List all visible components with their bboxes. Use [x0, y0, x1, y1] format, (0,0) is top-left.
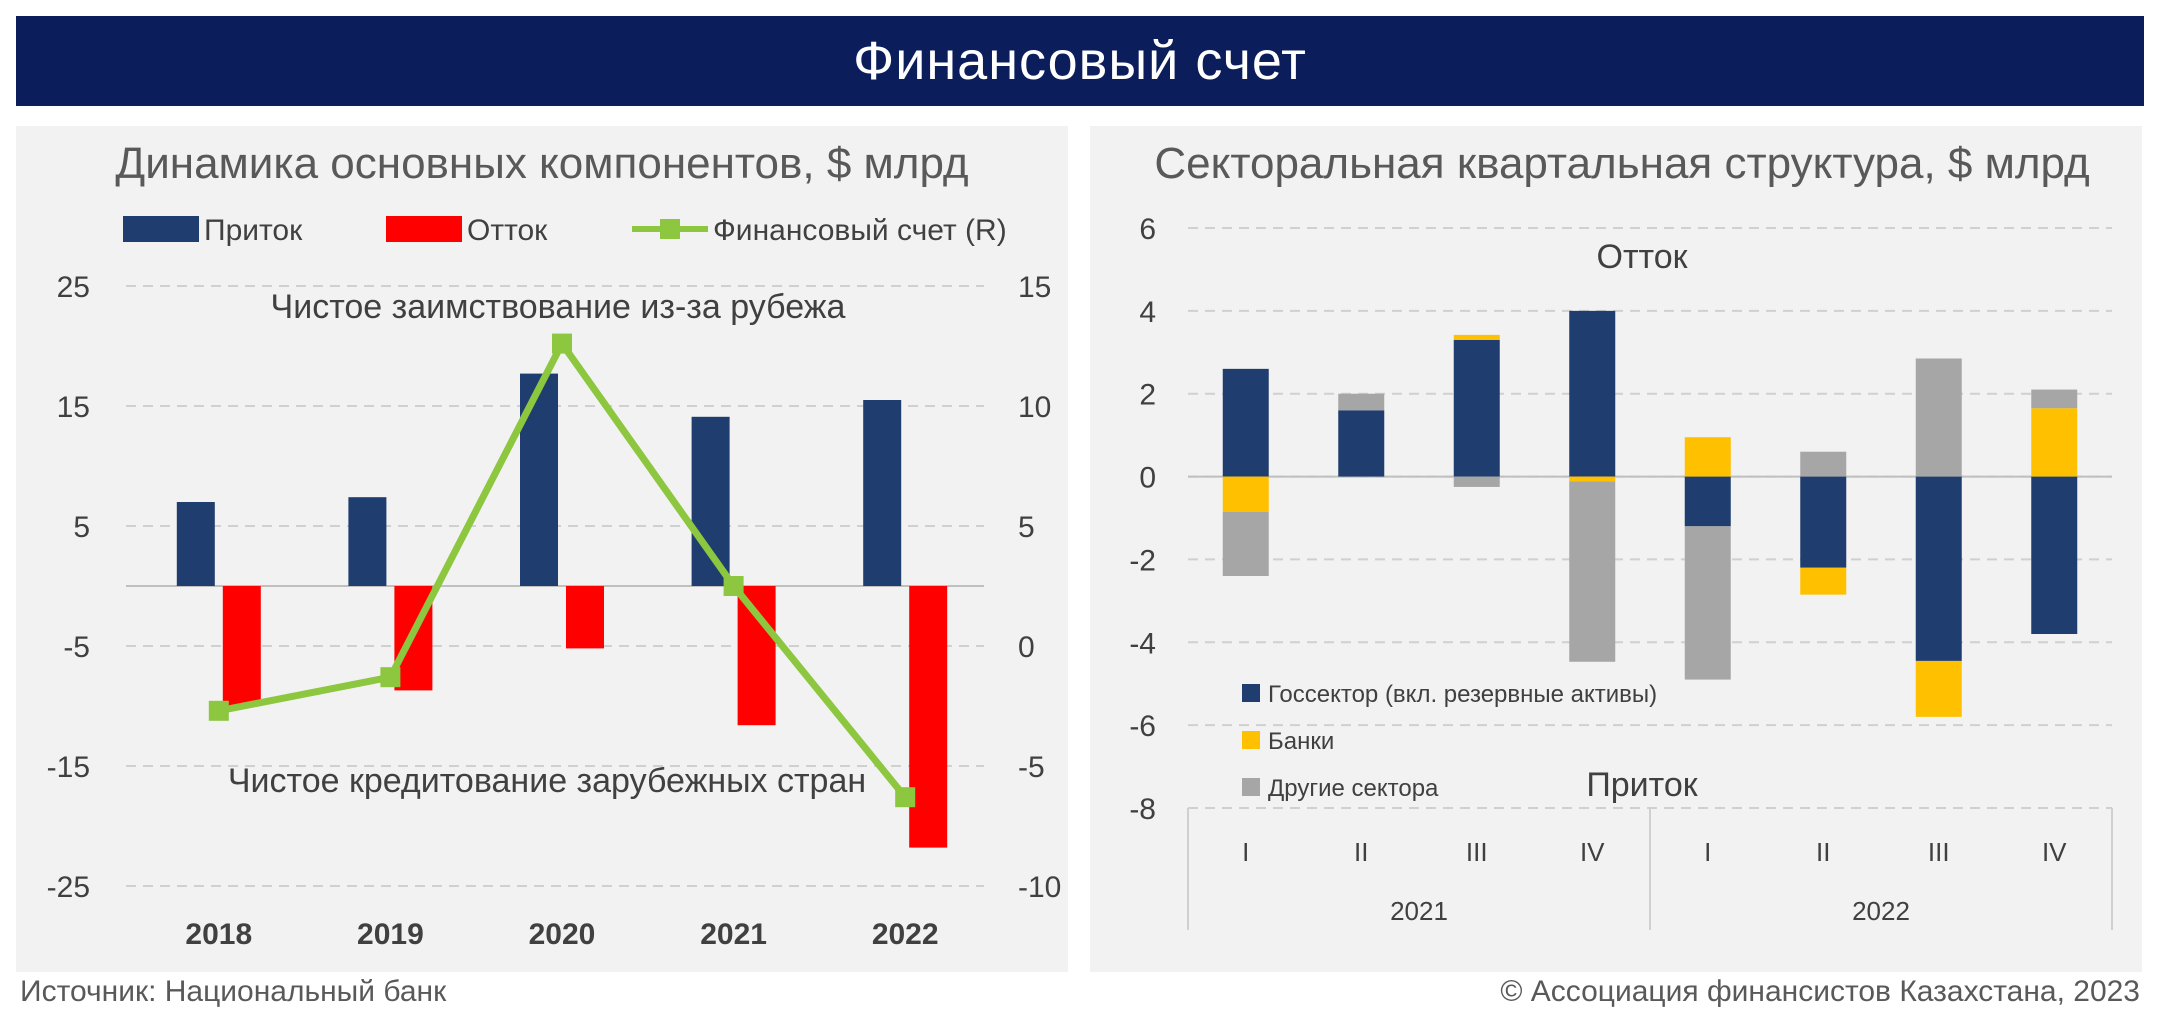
y-tick-right: 5: [1018, 511, 1035, 544]
legend-label-banks: Банки: [1268, 728, 1334, 755]
bar-government: [1684, 476, 1731, 527]
bar-banks: [1569, 476, 1616, 482]
x-tick-quarter: I: [1704, 837, 1711, 867]
bar-government: [2031, 476, 2078, 634]
components-chart: Динамика основных компонентов, $ млрд Пр…: [47, 139, 1062, 951]
page-title: Финансовый счет: [853, 31, 1307, 91]
y-tick: 0: [1139, 462, 1156, 495]
legend-swatch-government: [1242, 684, 1260, 702]
sector-structure-chart: Секторальная квартальная структура, $ мл…: [1129, 139, 2113, 930]
legend-label-outflow: Отток: [467, 214, 548, 247]
bar-government: [1453, 339, 1500, 477]
y-tick-left: 25: [57, 271, 90, 304]
bar-banks: [2031, 408, 2078, 477]
y-tick-right: 10: [1018, 391, 1051, 424]
y-tick: -4: [1129, 627, 1156, 660]
annotation-net-borrowing: Чистое заимствование из-за рубежа: [271, 288, 846, 326]
x-tick-label: 2019: [357, 918, 424, 951]
bar-other-sectors: [1453, 476, 1500, 487]
bar-outflow: [909, 586, 948, 848]
x-tick-quarter: I: [1242, 837, 1249, 867]
line-financial-account: [218, 336, 908, 800]
legend-label-inflow: Приток: [204, 214, 303, 247]
y-tick-left: 15: [57, 391, 90, 424]
point-financial-account: [723, 576, 744, 596]
bar-other-sectors: [1569, 481, 1616, 662]
x-tick-quarter: III: [1466, 837, 1488, 867]
legend-swatch-banks: [1242, 731, 1260, 749]
bar-government: [1222, 368, 1269, 477]
bar-outflow: [566, 586, 604, 649]
y-tick-left: -25: [47, 871, 90, 904]
y-tick-right: -5: [1018, 751, 1045, 784]
bar-other-sectors: [2031, 389, 2078, 409]
bar-other-sectors: [1915, 358, 1962, 477]
point-financial-account: [895, 787, 916, 808]
bar-outflow: [737, 586, 776, 726]
y-tick: 2: [1139, 379, 1156, 412]
point-financial-account: [208, 700, 229, 721]
y-tick: 6: [1139, 213, 1156, 246]
y-tick: -8: [1129, 793, 1156, 826]
bar-banks: [1800, 567, 1847, 595]
legend-swatch-other-sectors: [1242, 778, 1260, 796]
y-tick: -6: [1129, 710, 1156, 743]
point-financial-account: [552, 333, 572, 354]
bar-inflow: [176, 502, 215, 586]
annotation-inflow: Приток: [1586, 766, 1698, 804]
x-tick-label: 2022: [872, 918, 939, 951]
x-tick-label: 2020: [529, 918, 596, 951]
legend-swatch-outflow: [386, 216, 462, 242]
y-tick: -2: [1129, 544, 1156, 577]
x-group-label: 2022: [1852, 896, 1910, 926]
bar-other-sectors: [1684, 526, 1731, 680]
x-tick-label: 2018: [185, 918, 252, 951]
chart-title: Динамика основных компонентов, $ млрд: [115, 139, 968, 188]
bar-banks: [1915, 660, 1962, 717]
source-note: Источник: Национальный банк: [20, 975, 447, 1008]
bar-other-sectors: [1800, 451, 1847, 477]
bar-inflow: [520, 373, 558, 586]
bar-inflow: [863, 400, 902, 586]
legend-marker-financial-account: [660, 219, 680, 239]
bar-government: [1915, 476, 1962, 661]
bar-banks: [1222, 476, 1269, 512]
x-tick-quarter: II: [1816, 837, 1830, 867]
y-tick-right: 15: [1018, 271, 1051, 304]
bar-inflow: [691, 416, 730, 586]
bar-government: [1800, 476, 1847, 568]
point-financial-account: [380, 667, 401, 688]
x-tick-label: 2021: [700, 918, 767, 951]
y-tick-right: 0: [1018, 631, 1035, 664]
bar-other-sectors: [1338, 393, 1385, 411]
y-tick: 4: [1139, 296, 1156, 329]
page-title-banner: Финансовый счет: [16, 16, 2144, 106]
left-chart-panel: Динамика основных компонентов, $ млрд Пр…: [16, 126, 1068, 972]
annotation-net-lending: Чистое кредитование зарубежных стран: [228, 762, 866, 800]
x-tick-quarter: III: [1928, 837, 1950, 867]
bar-other-sectors: [1222, 511, 1269, 576]
bar-banks: [1453, 334, 1500, 340]
right-chart-panel: Секторальная квартальная структура, $ мл…: [1090, 126, 2142, 972]
x-tick-quarter: IV: [2042, 837, 2067, 867]
annotation-outflow: Отток: [1597, 238, 1689, 276]
x-group-label: 2021: [1390, 896, 1448, 926]
x-tick-quarter: II: [1354, 837, 1368, 867]
bar-banks: [1684, 437, 1731, 477]
bar-government: [1338, 410, 1385, 477]
legend-label-financial-account: Финансовый счет (R): [713, 214, 1007, 247]
y-tick-right: -10: [1018, 871, 1061, 904]
bar-outflow: [222, 586, 261, 706]
legend-label-government: Госсектор (вкл. резервные активы): [1268, 681, 1657, 708]
y-tick-left: 5: [73, 511, 90, 544]
x-tick-quarter: IV: [1580, 837, 1605, 867]
bar-government: [1569, 310, 1616, 477]
y-tick-left: -5: [63, 631, 90, 664]
y-tick-left: -15: [47, 751, 90, 784]
legend-label-other-sectors: Другие сектора: [1268, 775, 1439, 802]
legend-swatch-inflow: [123, 216, 199, 242]
bar-inflow: [348, 497, 387, 586]
copyright-note: © Ассоциация финансистов Казахстана, 202…: [1500, 975, 2140, 1008]
chart-title: Секторальная квартальная структура, $ мл…: [1154, 139, 2089, 188]
